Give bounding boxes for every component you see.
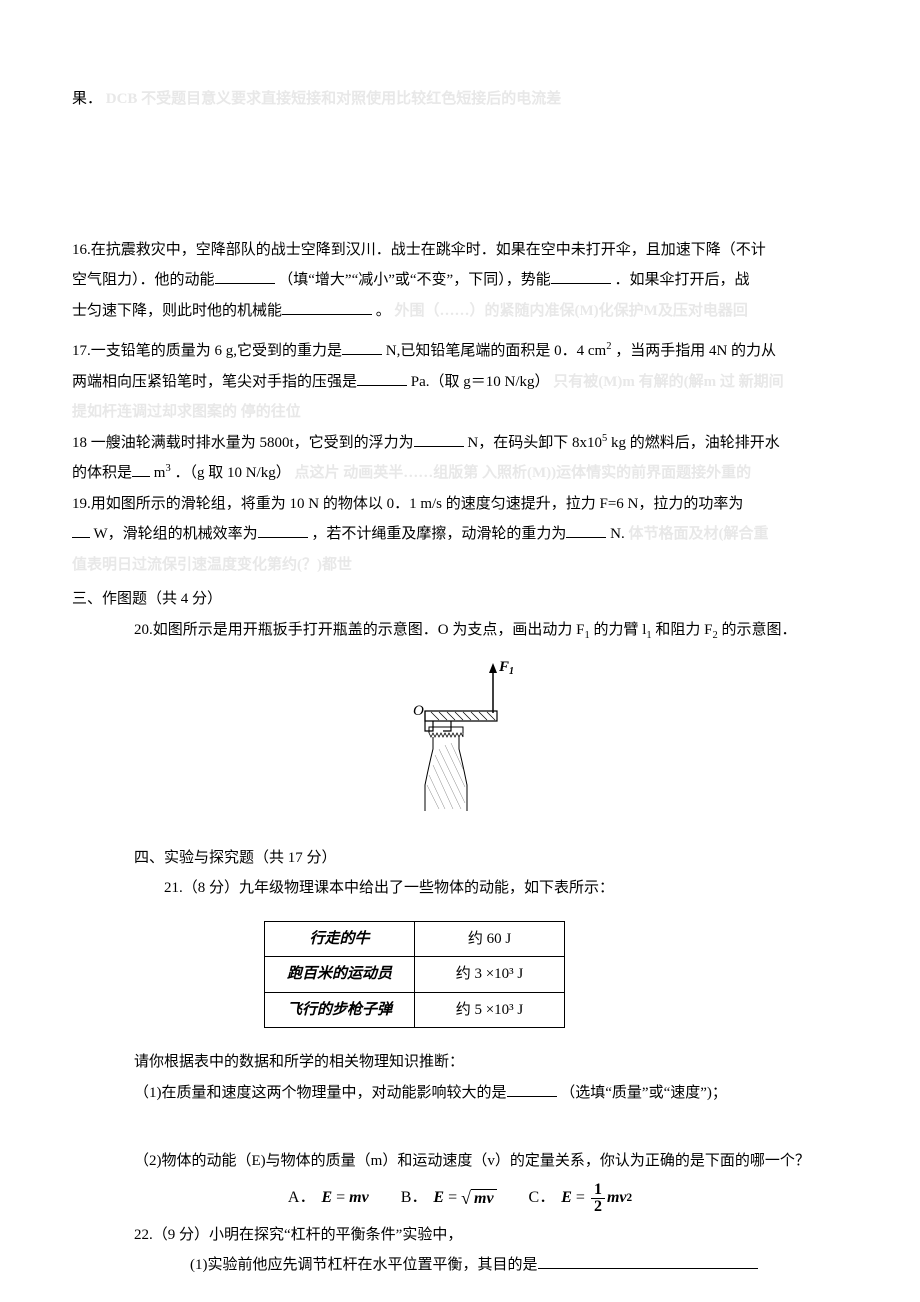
blank — [258, 522, 308, 539]
table-row: 跑百米的运动员 约 3 ×10³ J — [265, 957, 565, 993]
superscript-5: 5 — [602, 433, 607, 444]
ghost-text-18: 点这片 动画英半……组版第 入照析(M))运体情实的前界面题接外重的 — [294, 465, 751, 481]
table-cell: 约 5 ×10³ J — [415, 992, 565, 1028]
blank — [342, 339, 382, 356]
q19-line1: 19.用如图所示的滑轮组，将重为 10 N 的物体以 0．1 m/s 的速度匀速… — [72, 490, 848, 519]
table-cell: 飞行的步枪子弹 — [265, 992, 415, 1028]
option-c: C． E = 12 mv2 — [529, 1182, 633, 1215]
q22-line1: 22.（9 分）小明在探究“杠杆的平衡条件”实验中， — [72, 1221, 848, 1250]
option-b: B． E = √mv — [401, 1183, 497, 1213]
blank — [507, 1080, 557, 1097]
blank — [538, 1253, 758, 1270]
section-3-title: 三、作图题（共 4 分） — [72, 585, 848, 614]
section-4-title: 四、实验与探究题（共 17 分） — [72, 844, 848, 873]
ghost-text-19b: 值表明日过流保引速温度变化第约(？)都世 — [72, 557, 352, 573]
blank — [132, 461, 150, 478]
ghost-text-17a: 只有被(M)m 有解的(解m 过 新期间 — [553, 374, 783, 390]
q16-line1: 16.在抗震救灾中，空降部队的战士空降到汉川．战士在跳伞时．如果在空中未打开伞，… — [72, 236, 848, 265]
q18-line1: 18 一艘油轮满载时排水量为 5800t，它受到的浮力为 N，在码头卸下 8x1… — [72, 429, 848, 458]
energy-table: 行走的牛 约 60 J 跑百米的运动员 约 3 ×10³ J 飞行的步枪子弹 约… — [264, 921, 565, 1029]
q16-line2: 空气阻力）．他的动能 （填“增大”“减小”或“不变”，下同），势能 ．如果伞打开… — [72, 266, 848, 295]
q16-line3: 士匀速下降，则此时他的机械能 。 外围（……）的紧随内准保(M)化保护M及压对电… — [72, 297, 848, 326]
table-row: 行走的牛 约 60 J — [265, 921, 565, 957]
blank — [72, 522, 90, 539]
q21-p3: （2)物体的动能（E)与物体的质量（m）和运动速度（v）的定量关系，你认为正确的… — [72, 1147, 848, 1176]
blank — [215, 268, 275, 285]
blank — [414, 430, 464, 447]
table-cell: 跑百米的运动员 — [265, 957, 415, 993]
formula-options: A． E = mv B． E = √mv C． E = 12 mv2 — [72, 1182, 848, 1215]
option-a: A． E = mv — [288, 1183, 369, 1213]
table-cell: 约 3 ×10³ J — [415, 957, 565, 993]
bottle-opener-diagram: F1 O — [395, 655, 525, 815]
table-cell: 约 60 J — [415, 921, 565, 957]
q20-text: 20.如图所示是用开瓶扳手打开瓶盖的示意图．O 为支点，画出动力 F1 的力臂 … — [72, 616, 848, 646]
q19-line2: W，滑轮组的机械效率为 ，若不计绳重及摩擦，动滑轮的重力为 N. 体节格面及材(… — [72, 520, 848, 549]
label-f1: F1 — [498, 659, 514, 677]
table-cell: 行走的牛 — [265, 921, 415, 957]
ghost-text-top: DCB 不受题目意义要求直接短接和对照使用比较红色短接后的电流差 — [106, 91, 561, 107]
blank — [357, 369, 407, 386]
q21-p1: 请你根据表中的数据和所学的相关物理知识推断： — [72, 1048, 848, 1077]
q17-line1: 17.一支铅笔的质量为 6 g,它受到的重力是 N,已知铅笔尾端的面积是 0．4… — [72, 337, 848, 366]
ghost-text-19a: 体节格面及材(解合重 — [629, 526, 769, 542]
superscript-2: 2 — [606, 341, 611, 352]
ghost-text-17b: 提如杆连调过却求图案的 停的往位 — [72, 404, 301, 420]
blank — [551, 268, 611, 285]
q18-line2: 的体积是 m3 ．（g 取 10 N/kg） 点这片 动画英半……组版第 入照析… — [72, 459, 848, 488]
q22-line2: (1)实验前他应先调节杠杆在水平位置平衡，其目的是 — [72, 1251, 848, 1280]
q21-intro: 21.（8 分）九年级物理课本中给出了一些物体的动能，如下表所示： — [72, 874, 848, 903]
q21-p2: （1)在质量和速度这两个物理量中，对动能影响较大的是 （选填“质量”或“速度”)… — [72, 1079, 848, 1108]
blank — [566, 522, 606, 539]
q17-line2: 两端相向压紧铅笔时，笔尖对手指的压强是 Pa.（取 g＝10 N/kg） 只有被… — [72, 368, 848, 397]
superscript-3: 3 — [165, 463, 170, 474]
table-row: 飞行的步枪子弹 约 5 ×10³ J — [265, 992, 565, 1028]
ghost-text-16: 外围（……）的紧随内准保(M)化保护M及压对电器回 — [395, 303, 748, 319]
label-o: O — [413, 703, 424, 719]
blank — [282, 298, 372, 315]
fragment-guo: 果． — [72, 91, 102, 107]
